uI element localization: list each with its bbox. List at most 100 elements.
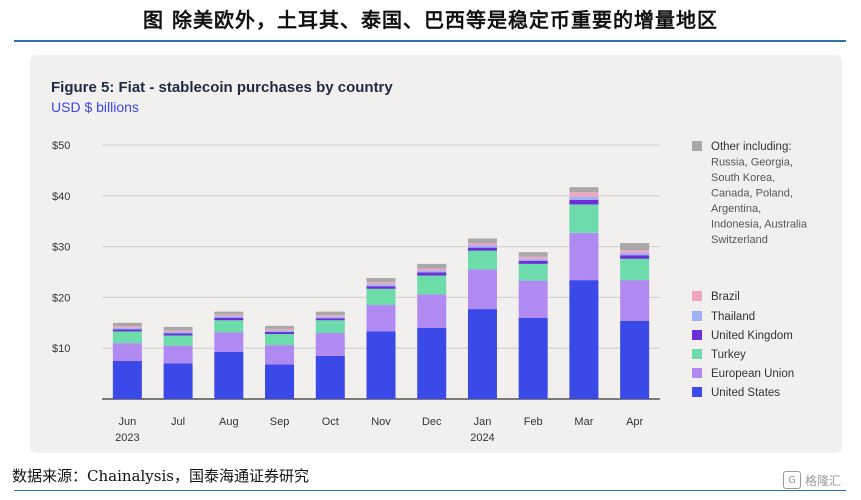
watermark: G 格隆汇: [783, 468, 853, 492]
y-tick-label: $20: [52, 292, 70, 304]
y-tick-label: $50: [52, 140, 70, 152]
bar-segment-united-states-jan: [467, 309, 497, 399]
bar-segment-united-kingdom-nov: [366, 286, 396, 289]
watermark-text: 格隆汇: [805, 473, 842, 488]
legend-swatch-brazil: [692, 291, 702, 301]
bar-segment-brazil-apr: [620, 250, 650, 253]
x-tick-sublabel: 2023: [115, 432, 139, 444]
legend-detail-line: Switzerland: [711, 234, 768, 246]
bar-segment-other-feb: [518, 252, 548, 257]
y-tick-label: $40: [52, 191, 70, 203]
x-tick-label: Apr: [626, 416, 643, 428]
bar-segment-united-kingdom-jan: [467, 247, 497, 251]
bar-segment-united-states-apr: [620, 320, 650, 399]
legend-swatch-thailand: [692, 311, 702, 321]
stacked-bar-chart: Figure 5: Fiat - stablecoin purchases by…: [51, 79, 808, 444]
bar-segment-other-apr: [620, 243, 650, 251]
bar-segment-united-kingdom-feb: [518, 260, 548, 264]
bar-segment-united-states-oct: [315, 355, 345, 399]
bar-segment-turkey-feb: [518, 263, 548, 281]
y-axis-ticks: $10 $20 $30 $40 $50: [52, 140, 70, 355]
chart-subtitle: USD $ billions: [51, 99, 139, 115]
bar-segment-european-union-apr: [620, 280, 650, 321]
x-tick-sublabel: 2024: [470, 432, 494, 444]
bar-segment-united-kingdom-mar: [569, 199, 599, 205]
bar-segment-turkey-jun: [112, 331, 142, 344]
legend-label: United States: [711, 387, 780, 399]
y-tick-label: $10: [52, 343, 70, 355]
bar-segment-united-states-nov: [366, 331, 396, 399]
bar-segment-united-kingdom-dec: [417, 272, 447, 276]
x-tick-label: Jul: [171, 416, 185, 428]
legend-label: Brazil: [711, 291, 740, 303]
x-tick-label: Aug: [219, 416, 239, 428]
bar-segment-thailand-nov: [366, 284, 396, 287]
legend-label: Other including:: [711, 141, 792, 153]
bar-segment-united-states-mar: [569, 280, 599, 399]
watermark-logo-icon: G: [783, 471, 801, 489]
bar-segment-thailand-jan: [467, 245, 497, 248]
bar-segment-united-states-aug: [214, 351, 244, 399]
bar-segment-other-jan: [467, 238, 497, 244]
bar-segment-brazil-jan: [467, 243, 497, 246]
x-tick-label: Sep: [270, 416, 290, 428]
bar-segment-thailand-sep: [265, 330, 295, 332]
bar-segment-turkey-aug: [214, 320, 244, 333]
x-tick-label: Feb: [524, 416, 543, 428]
bar-segment-united-states-jul: [163, 363, 193, 399]
title-divider: [14, 40, 846, 42]
bar-segment-turkey-jul: [163, 335, 193, 346]
bar-segment-european-union-oct: [315, 332, 345, 356]
bar-segment-turkey-nov: [366, 288, 396, 306]
bar-segment-brazil-jul: [163, 330, 193, 332]
x-tick-label: Mar: [574, 416, 593, 428]
bar-segment-european-union-jul: [163, 345, 193, 364]
bar-segment-united-kingdom-jun: [112, 329, 142, 332]
bar-segment-thailand-feb: [518, 258, 548, 261]
bar-segment-united-kingdom-jul: [163, 333, 193, 336]
legend-swatch-other: [692, 141, 702, 151]
bar-segment-united-kingdom-oct: [315, 318, 345, 321]
bar-segment-united-states-feb: [518, 317, 548, 399]
x-tick-label: Jun: [118, 416, 136, 428]
legend: Other including: Russia, Georgia, South Ko…: [692, 141, 808, 399]
legend-label: European Union: [711, 368, 794, 380]
x-tick-label: Nov: [371, 416, 391, 428]
bar-segment-thailand-dec: [417, 270, 447, 273]
legend-detail-line: South Korea,: [711, 172, 775, 184]
bars: [112, 187, 650, 399]
bar-segment-brazil-feb: [518, 256, 548, 259]
bar-segment-thailand-oct: [315, 316, 345, 319]
bar-segment-turkey-sep: [265, 333, 295, 346]
bar-segment-other-oct: [315, 311, 345, 316]
legend-detail-line: Canada, Poland,: [711, 188, 793, 200]
y-tick-label: $30: [52, 242, 70, 254]
bar-segment-brazil-nov: [366, 282, 396, 285]
bar-segment-thailand-aug: [214, 316, 244, 318]
bar-segment-brazil-aug: [214, 314, 244, 317]
bar-segment-brazil-jun: [112, 326, 142, 328]
page-title: 图 除美欧外，土耳其、泰国、巴西等是稳定币重要的增量地区: [143, 8, 718, 32]
x-tick-label: Jan: [474, 416, 492, 428]
legend-label: United Kingdom: [711, 330, 793, 342]
legend-detail-line: Indonesia, Australia: [711, 219, 808, 231]
bar-segment-other-mar: [569, 187, 599, 193]
legend-swatch-united-kingdom: [692, 330, 702, 340]
bar-segment-brazil-dec: [417, 268, 447, 271]
x-axis-ticks: Jun 2023 Jul Aug Sep Oct Nov Dec Jan 2024 Feb Mar Ap…: [115, 416, 643, 444]
bar-segment-brazil-mar: [569, 192, 599, 197]
legend-swatch-european-union: [692, 368, 702, 378]
bar-segment-united-kingdom-apr: [620, 255, 650, 259]
bar-segment-european-union-aug: [214, 332, 244, 352]
bar-segment-thailand-mar: [569, 196, 599, 200]
chart-title: Figure 5: Fiat - stablecoin purchases by…: [51, 79, 393, 96]
bar-segment-united-states-dec: [417, 327, 447, 399]
bar-segment-thailand-jul: [163, 331, 193, 334]
bar-segment-brazil-oct: [315, 315, 345, 317]
bar-segment-other-sep: [265, 325, 295, 329]
bar-segment-european-union-jan: [467, 269, 497, 310]
bar-segment-united-kingdom-aug: [214, 317, 244, 321]
bar-segment-european-union-dec: [417, 294, 447, 328]
bar-segment-turkey-dec: [417, 275, 447, 295]
source-note: 数据来源：Chainalysis，国泰海通证券研究: [12, 467, 309, 485]
